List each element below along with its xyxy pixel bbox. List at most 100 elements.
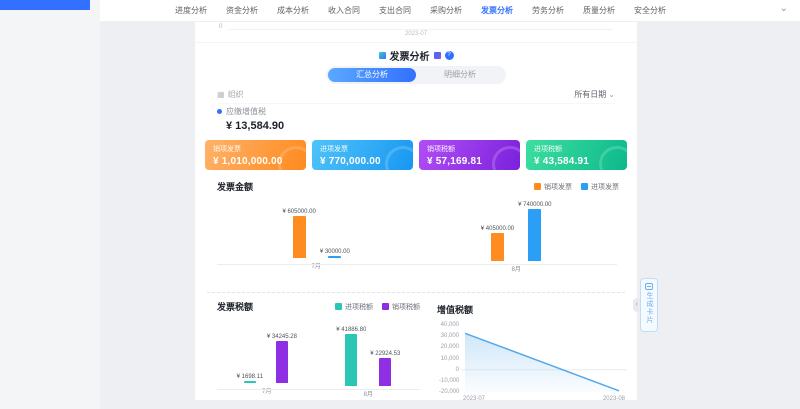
y-axis-ticks: 40,000 30,000 20,000 10,000 0 -10,000 -20,000 — [437, 320, 627, 404]
toggle-detail-analysis[interactable]: 明细分析 — [444, 70, 476, 79]
legend-label: 销项发票 — [544, 183, 572, 191]
date-picker-label: 所有日期 — [574, 90, 607, 99]
title-deco-left-icon — [378, 52, 386, 59]
legend-label: 进项发票 — [591, 183, 619, 191]
x-axis-label: 7月 — [311, 264, 321, 270]
card-input-tax[interactable]: 进项税额 ¥ 43,584.91 — [526, 140, 627, 170]
collapse-handle[interactable]: ‹ — [633, 298, 640, 312]
bar-销项税额[interactable] — [379, 357, 392, 386]
y-tick-label: -20,000 — [439, 389, 460, 395]
chevron-down-icon[interactable]: ⌄ — [779, 3, 788, 14]
card-output-invoice[interactable]: 销项发票 ¥ 1,010,000.00 — [205, 140, 306, 170]
section-divider — [195, 42, 637, 43]
tab-quality-analysis[interactable]: 质量分析 — [583, 6, 615, 15]
content-panel: 0 2023-07 发票分析 ? 汇总分析 明细分析 ▦ 组织 所有日期 ⌄ 应… — [195, 22, 637, 402]
legend-output-tax[interactable]: 销项税额 — [382, 302, 420, 312]
chevron-down-icon: ⌄ — [608, 90, 615, 99]
vat-line-chart[interactable]: 40,000 30,000 20,000 10,000 0 -10,000 -20,000 … — [437, 320, 627, 404]
left-sidebar-strip — [0, 0, 100, 409]
bar-进项发票[interactable] — [328, 255, 342, 258]
scrolled-chart-ytick: 0 — [219, 24, 223, 30]
tab-cost-analysis[interactable]: 成本分析 — [277, 6, 309, 15]
x-axis — [217, 389, 420, 390]
legend-input-tax[interactable]: 进项税额 — [335, 302, 373, 312]
card-input-invoice[interactable]: 进项发票 ¥ 770,000.00 — [312, 140, 413, 170]
invoice-amount-chart-title: 发票金额 — [217, 182, 254, 192]
analysis-mode-toggle: 汇总分析 明细分析 — [195, 66, 637, 84]
y-tick-label: 0 — [455, 366, 459, 373]
help-icon[interactable]: ? — [444, 51, 454, 60]
x-axis-label: 7月 — [262, 389, 272, 395]
x-axis — [217, 264, 617, 265]
card-value: ¥ 1,010,000.00 — [213, 156, 283, 167]
tab-invoice-analysis[interactable]: 发票分析 — [481, 6, 513, 15]
x-axis-label: 2023-07 — [463, 396, 486, 402]
x-axis-label: 8月 — [363, 392, 373, 398]
legend-input-invoice[interactable]: 进项发票 — [581, 182, 619, 192]
tab-procurement-analysis[interactable]: 采购分析 — [430, 6, 462, 15]
filter-row: ▦ 组织 所有日期 ⌄ — [217, 86, 615, 104]
card-label: 销项税额 — [427, 146, 455, 153]
invoice-tax-section: 发票税额 进项税额 销项税额 ¥ 1698.11 ¥ 34245.28 7月 ¥ 41… — [217, 300, 420, 398]
card-value: ¥ 43,584.91 — [534, 156, 590, 167]
tab-income-contract[interactable]: 收入合同 — [328, 6, 360, 15]
bar-value-label: ¥ 740000.00 — [518, 202, 552, 208]
legend-output-invoice[interactable]: 销项发票 — [534, 182, 572, 192]
bar-销项发票[interactable] — [292, 215, 306, 258]
invoice-tax-bar-chart: ¥ 1698.11 ¥ 34245.28 7月 ¥ 41886.80 ¥ 22924.5… — [217, 327, 420, 398]
bar-进项税额[interactable] — [243, 380, 256, 383]
bar-group: ¥ 1698.11 ¥ 34245.28 7月 — [236, 327, 297, 396]
card-label: 进项税额 — [534, 146, 562, 153]
vat-payable-value: ¥ 13,584.90 — [226, 120, 285, 132]
page-title-row: 发票分析 ? — [195, 48, 637, 63]
scrolled-chart-axis — [229, 29, 613, 30]
vat-amount-section: 增值税额 40,000 30,000 20,000 10,000 0 -10,000 -20… — [437, 300, 627, 402]
bar-value-label: ¥ 1698.11 — [236, 373, 263, 380]
toggle-summary-analysis[interactable]: 汇总分析 — [328, 68, 416, 82]
bar-group: ¥ 41886.80 ¥ 22924.53 8月 — [336, 327, 400, 398]
date-range-picker[interactable]: 所有日期 ⌄ — [574, 89, 615, 100]
bar-销项税额[interactable] — [275, 340, 288, 383]
bar-group: ¥ 605000.00 ¥ 30000.00 7月 — [282, 202, 350, 271]
tab-expense-contract[interactable]: 支出合同 — [379, 6, 411, 15]
stat-cards-row: 销项发票 ¥ 1,010,000.00 进项发票 ¥ 770,000.00 销项… — [205, 140, 627, 170]
card-value: ¥ 770,000.00 — [320, 156, 381, 167]
x-axis-label: 8月 — [511, 267, 521, 273]
page-title: 发票分析 — [389, 52, 430, 63]
card-icon — [645, 283, 653, 290]
tab-funds-analysis[interactable]: 资金分析 — [226, 6, 258, 15]
bar-value-label: ¥ 605000.00 — [282, 208, 316, 215]
legend-dot-icon — [217, 109, 222, 114]
y-tick-label: -10,000 — [439, 377, 460, 384]
vat-amount-chart-title: 增值税额 — [437, 305, 474, 315]
legend-label: 进项税额 — [345, 303, 373, 311]
bar-value-label: ¥ 34245.28 — [266, 333, 297, 340]
tab-labor-analysis[interactable]: 劳务分析 — [532, 6, 564, 15]
generate-card-label: 生成卡片 — [646, 292, 653, 324]
y-tick-label: 40,000 — [440, 322, 459, 328]
bar-value-label: ¥ 405000.00 — [480, 225, 515, 232]
title-deco-right-icon — [433, 52, 441, 59]
card-output-tax[interactable]: 销项税额 ¥ 57,169.81 — [419, 140, 520, 170]
bar-销项发票[interactable] — [490, 232, 504, 261]
legend-swatch-icon — [581, 183, 588, 190]
bar-进项税额[interactable] — [345, 334, 358, 386]
invoice-amount-legend: 销项发票 进项发票 — [534, 182, 619, 192]
org-filter[interactable]: ▦ 组织 — [217, 89, 244, 100]
dotted-divider — [207, 292, 625, 293]
legend-swatch-icon — [382, 303, 389, 310]
header-logo-bar — [0, 0, 90, 10]
bar-value-label: ¥ 41886.80 — [336, 327, 367, 333]
card-label: 进项发票 — [320, 146, 348, 153]
y-tick-label: 30,000 — [440, 333, 459, 340]
bar-value-label: ¥ 30000.00 — [319, 248, 350, 255]
x-axis-label: 2023-08 — [602, 396, 625, 402]
invoice-tax-legend: 进项税额 销项税额 — [335, 302, 420, 312]
vat-line-svg — [461, 332, 627, 392]
tab-progress-analysis[interactable]: 进度分析 — [175, 6, 207, 15]
tab-safety-analysis[interactable]: 安全分析 — [634, 6, 666, 15]
top-navigation: 进度分析 资金分析 成本分析 收入合同 支出合同 采购分析 发票分析 劳务分析 … — [100, 0, 800, 22]
y-tick-label: 10,000 — [440, 355, 459, 362]
generate-card-button[interactable]: 生成卡片 — [640, 278, 658, 332]
bar-进项发票[interactable] — [528, 209, 542, 261]
